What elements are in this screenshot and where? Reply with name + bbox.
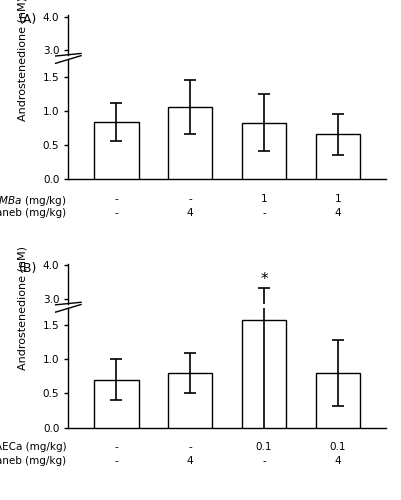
Text: 4: 4 <box>186 456 193 466</box>
Text: (A): (A) <box>19 13 37 26</box>
Bar <box>315 128 359 149</box>
Text: Maneb (mg/kg): Maneb (mg/kg) <box>0 456 66 466</box>
Text: 1: 1 <box>334 194 340 203</box>
Text: -: - <box>114 208 118 218</box>
Text: $\mathit{EMBa}$ (mg/kg): $\mathit{EMBa}$ (mg/kg) <box>0 194 66 207</box>
Bar <box>94 122 138 149</box>
Bar <box>168 373 212 428</box>
Y-axis label: Androstenedione (nM): Androstenedione (nM) <box>17 0 27 122</box>
Text: -: - <box>114 456 118 466</box>
Bar <box>168 114 212 149</box>
Text: Maneb (mg/kg): Maneb (mg/kg) <box>0 208 66 218</box>
Y-axis label: Androstenedione (nM): Androstenedione (nM) <box>17 246 27 370</box>
Text: -: - <box>114 442 118 452</box>
Bar <box>94 122 138 178</box>
Bar <box>315 134 359 178</box>
Bar <box>168 107 212 178</box>
Bar <box>241 122 286 149</box>
Text: -: - <box>188 194 192 203</box>
Bar <box>315 373 359 428</box>
Text: -: - <box>261 456 265 466</box>
Bar <box>241 320 286 428</box>
Bar <box>315 372 359 398</box>
Text: 4: 4 <box>186 208 193 218</box>
Text: AECa (mg/kg): AECa (mg/kg) <box>0 442 66 452</box>
Bar <box>94 374 138 398</box>
Text: 4: 4 <box>334 456 340 466</box>
Text: -: - <box>114 194 118 203</box>
Text: 4: 4 <box>334 208 340 218</box>
Text: -: - <box>188 442 192 452</box>
Text: 1: 1 <box>260 194 267 203</box>
Text: (B): (B) <box>19 262 37 275</box>
Bar <box>241 123 286 178</box>
Text: *: * <box>259 272 267 286</box>
Text: 0.1: 0.1 <box>329 442 345 452</box>
Bar <box>94 380 138 428</box>
Bar <box>241 346 286 398</box>
Text: -: - <box>261 208 265 218</box>
Bar <box>168 372 212 398</box>
Text: 0.1: 0.1 <box>255 442 271 452</box>
